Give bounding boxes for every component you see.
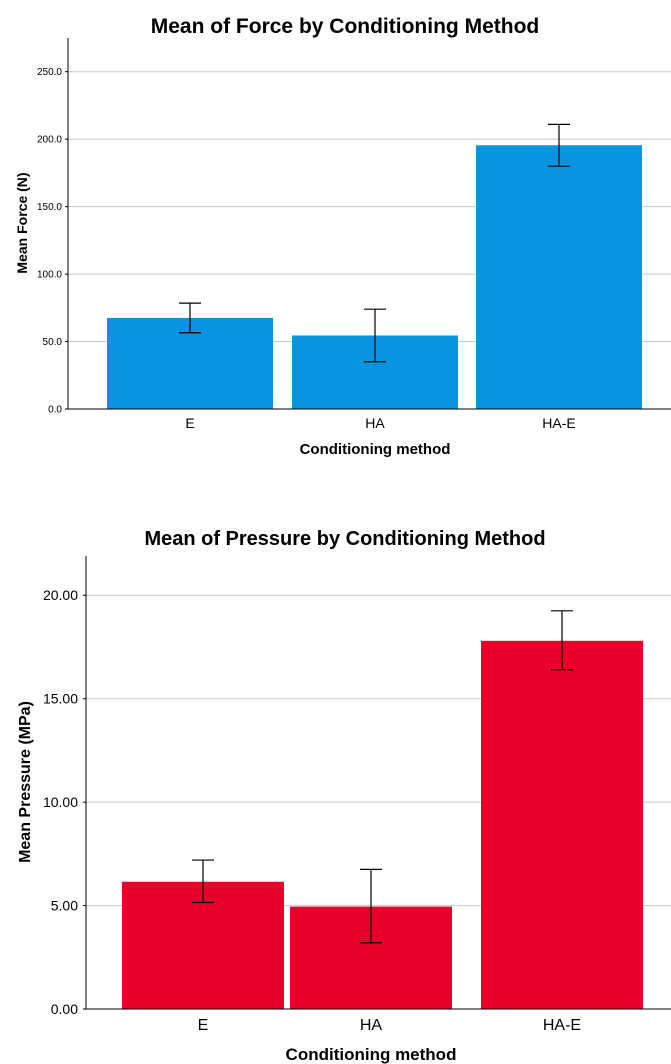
pressure-x-axis-label: Conditioning method: [286, 1045, 457, 1064]
force-x-tick-label-ha: HA: [365, 415, 385, 431]
pressure-y-tick-label: 15.00: [43, 691, 78, 707]
force-bars: [107, 145, 642, 409]
pressure-x-tick-labels: E HA HA-E: [198, 1017, 581, 1034]
force-x-axis-label: Conditioning method: [300, 441, 451, 458]
force-y-tick-labels: 0.0 50.0 100.0 150.0 200.0 250.0: [37, 67, 68, 416]
pressure-error-bar-ha-e: [551, 610, 573, 671]
pressure-error-bars: [192, 610, 573, 944]
force-y-tick-label: 100.0: [37, 270, 62, 281]
pressure-chart: Mean of Pressure by Conditioning Method …: [17, 528, 671, 1064]
force-y-tick-label: 200.0: [37, 135, 62, 146]
force-x-tick-label-ha-e: HA-E: [542, 415, 575, 431]
force-error-bar-ha-e: [548, 123, 570, 167]
force-y-tick-label: 250.0: [37, 67, 62, 78]
force-x-tick-label-e: E: [185, 415, 194, 431]
force-y-tick-label: 150.0: [37, 202, 62, 213]
force-y-tick-label: 50.0: [43, 337, 63, 348]
force-y-axis-label: Mean Force (N): [14, 172, 30, 273]
pressure-bars: [122, 640, 643, 1009]
force-error-bars: [179, 123, 570, 363]
pressure-x-tick-label-ha-e: HA-E: [543, 1017, 581, 1034]
force-y-tick-label: 0.0: [48, 405, 62, 416]
force-chart-title: Mean of Force by Conditioning Method: [151, 15, 539, 38]
force-bar-ha-e: [476, 145, 642, 409]
pressure-y-tick-label: 20.00: [43, 587, 78, 603]
pressure-chart-title: Mean of Pressure by Conditioning Method: [144, 528, 545, 550]
force-chart: Mean of Force by Conditioning Method 0.0…: [14, 15, 671, 458]
force-x-tick-labels: E HA HA-E: [185, 415, 575, 431]
pressure-x-tick-label-ha: HA: [360, 1017, 383, 1034]
pressure-x-tick-label-e: E: [198, 1017, 209, 1034]
pressure-y-tick-label: 10.00: [43, 794, 78, 810]
pressure-y-tick-label: 5.00: [51, 897, 78, 913]
pressure-y-axis-label: Mean Pressure (MPa): [17, 701, 34, 863]
pressure-bar-ha-e: [481, 640, 643, 1009]
pressure-error-bar-e: [192, 859, 214, 904]
force-error-bar-ha: [364, 308, 386, 363]
force-error-bar-e: [179, 302, 201, 334]
pressure-y-tick-labels: 0.00 5.00 10.00 15.00 20.00: [43, 587, 86, 1017]
pressure-error-bar-ha: [360, 868, 382, 944]
pressure-y-tick-label: 0.00: [51, 1001, 78, 1017]
